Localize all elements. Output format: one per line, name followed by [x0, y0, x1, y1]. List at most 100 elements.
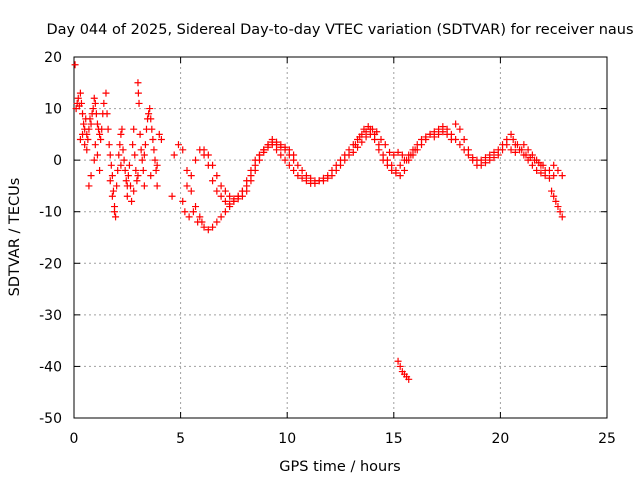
y-tick-label: 0	[53, 153, 62, 169]
data-point	[179, 146, 187, 154]
data-point	[528, 161, 536, 169]
data-point	[76, 89, 84, 97]
data-point	[356, 133, 364, 141]
data-point	[124, 172, 132, 180]
data-point	[109, 187, 117, 195]
data-point	[77, 99, 85, 107]
data-point	[396, 362, 404, 370]
data-point	[539, 161, 547, 169]
data-point	[138, 156, 146, 164]
data-point	[226, 200, 234, 208]
data-point	[137, 146, 145, 154]
data-point	[147, 172, 155, 180]
data-point	[375, 146, 383, 154]
data-point	[93, 120, 101, 128]
data-point	[112, 213, 120, 221]
data-point	[189, 208, 197, 216]
data-point	[554, 166, 562, 174]
data-point	[153, 182, 161, 190]
data-point	[111, 208, 119, 216]
data-point	[126, 182, 134, 190]
data-point	[107, 161, 115, 169]
data-point	[198, 218, 206, 226]
data-point	[513, 141, 521, 149]
data-point	[341, 156, 349, 164]
data-point	[349, 148, 357, 156]
data-point	[447, 136, 455, 144]
data-point	[114, 166, 122, 174]
data-point	[490, 154, 498, 162]
data-point	[345, 151, 353, 159]
data-point	[290, 151, 298, 159]
data-point	[377, 136, 385, 144]
data-point	[285, 146, 293, 154]
x-tick-label: 20	[491, 431, 509, 447]
data-point	[556, 208, 564, 216]
data-point	[93, 151, 101, 159]
data-point	[456, 125, 464, 133]
data-point	[373, 128, 381, 136]
data-point	[157, 136, 165, 144]
data-point	[85, 182, 93, 190]
data-point	[209, 223, 217, 231]
data-point	[407, 151, 415, 159]
data-point	[507, 146, 515, 154]
data-point	[548, 187, 556, 195]
data-point	[204, 151, 212, 159]
data-point	[460, 136, 468, 144]
data-point	[151, 156, 159, 164]
data-point	[518, 146, 526, 154]
data-point	[217, 192, 225, 200]
data-point	[531, 156, 539, 164]
data-point	[281, 143, 289, 151]
data-point	[79, 130, 87, 138]
data-point	[383, 161, 391, 169]
data-point	[337, 161, 344, 169]
data-point	[155, 130, 163, 138]
y-tick-label: -20	[39, 256, 62, 272]
data-point	[145, 110, 153, 118]
data-point	[90, 156, 98, 164]
data-point	[273, 138, 281, 146]
data-point	[97, 136, 105, 144]
data-point	[381, 141, 389, 149]
data-point	[524, 146, 532, 154]
data-point	[84, 136, 92, 144]
data-point	[238, 187, 246, 195]
data-point	[105, 141, 113, 149]
data-point	[106, 151, 114, 159]
data-point	[405, 375, 413, 383]
data-point	[411, 146, 419, 154]
data-point	[268, 136, 276, 144]
data-point	[364, 123, 372, 131]
data-point	[234, 192, 242, 200]
data-point	[117, 130, 125, 138]
data-point	[366, 130, 374, 138]
data-point	[76, 136, 84, 144]
data-point	[122, 177, 130, 185]
data-point	[168, 192, 176, 200]
data-point	[146, 105, 154, 113]
data-point	[290, 166, 298, 174]
data-point	[302, 177, 310, 185]
data-point	[422, 133, 430, 141]
x-tick-label: 0	[70, 431, 79, 447]
y-tick-label: -40	[39, 359, 62, 375]
data-point	[439, 128, 447, 136]
data-point	[153, 161, 161, 169]
data-point	[277, 151, 285, 159]
data-point	[131, 151, 139, 159]
data-point	[413, 141, 421, 149]
data-point	[192, 156, 200, 164]
data-point	[87, 172, 95, 180]
data-point	[552, 197, 560, 205]
data-point	[90, 94, 98, 102]
data-point	[509, 136, 517, 144]
data-point	[221, 187, 229, 195]
data-point	[394, 148, 402, 156]
data-point	[108, 172, 116, 180]
data-point	[183, 166, 191, 174]
plot-frame	[73, 56, 608, 419]
data-point	[430, 133, 438, 141]
data-point	[104, 125, 112, 133]
